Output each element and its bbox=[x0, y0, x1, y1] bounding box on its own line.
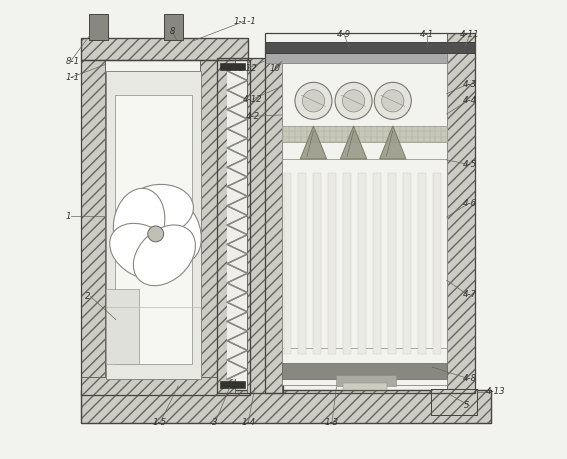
Bar bbox=[447, 34, 475, 392]
Bar bbox=[247, 58, 265, 392]
Text: 5: 5 bbox=[464, 401, 469, 410]
Text: 3: 3 bbox=[213, 418, 218, 427]
Text: 4-8: 4-8 bbox=[463, 374, 476, 383]
Text: 8: 8 bbox=[170, 27, 175, 36]
Bar bbox=[344, 383, 387, 390]
Bar bbox=[265, 51, 282, 392]
Text: 8-1: 8-1 bbox=[65, 56, 79, 66]
Bar bbox=[284, 173, 291, 354]
Bar bbox=[403, 173, 411, 354]
Bar bbox=[81, 60, 251, 395]
Bar bbox=[418, 173, 426, 354]
Text: 1-1: 1-1 bbox=[65, 73, 79, 82]
Text: 4-9: 4-9 bbox=[337, 30, 352, 39]
Bar bbox=[374, 173, 381, 354]
Text: 1-3: 1-3 bbox=[325, 418, 339, 427]
Text: 4-7: 4-7 bbox=[463, 290, 476, 299]
Ellipse shape bbox=[113, 188, 165, 258]
Circle shape bbox=[335, 82, 372, 119]
Ellipse shape bbox=[109, 224, 176, 280]
Bar bbox=[106, 71, 201, 379]
Ellipse shape bbox=[146, 196, 201, 263]
Text: 10: 10 bbox=[269, 64, 280, 73]
Bar bbox=[282, 63, 447, 385]
Bar bbox=[227, 71, 247, 379]
Bar bbox=[314, 173, 321, 354]
Bar bbox=[282, 363, 447, 379]
Circle shape bbox=[148, 226, 164, 242]
Bar bbox=[115, 95, 192, 364]
Bar bbox=[89, 15, 108, 40]
Text: 1-1-1: 1-1-1 bbox=[234, 17, 256, 26]
Polygon shape bbox=[340, 126, 367, 159]
Text: 4-6: 4-6 bbox=[463, 200, 476, 208]
Circle shape bbox=[295, 82, 332, 119]
Text: 2: 2 bbox=[85, 292, 91, 301]
Bar bbox=[217, 58, 282, 392]
Bar bbox=[431, 389, 477, 415]
Bar bbox=[219, 63, 245, 70]
Bar bbox=[265, 42, 475, 53]
Text: 4-5: 4-5 bbox=[463, 160, 476, 169]
Bar bbox=[388, 173, 396, 354]
Text: 4-11: 4-11 bbox=[460, 30, 480, 39]
Polygon shape bbox=[379, 126, 406, 159]
Bar bbox=[265, 52, 447, 63]
Bar bbox=[200, 60, 226, 395]
Circle shape bbox=[342, 90, 365, 112]
Bar bbox=[344, 173, 351, 354]
Bar bbox=[106, 289, 139, 364]
Bar bbox=[81, 390, 490, 423]
Bar bbox=[81, 38, 248, 60]
Text: 4-4: 4-4 bbox=[463, 96, 476, 105]
Circle shape bbox=[374, 82, 411, 119]
Bar bbox=[358, 173, 366, 354]
Text: 4-1: 4-1 bbox=[420, 30, 434, 39]
Ellipse shape bbox=[123, 185, 193, 235]
Bar bbox=[265, 34, 475, 392]
Circle shape bbox=[302, 90, 324, 112]
Bar bbox=[298, 173, 306, 354]
Bar bbox=[431, 389, 477, 415]
Text: 1: 1 bbox=[65, 212, 71, 221]
Bar bbox=[282, 125, 447, 142]
Text: 1-5: 1-5 bbox=[153, 418, 167, 427]
Bar bbox=[336, 375, 396, 386]
Bar bbox=[328, 173, 336, 354]
Text: 1-4: 1-4 bbox=[241, 418, 255, 427]
Bar bbox=[81, 60, 105, 395]
Bar bbox=[219, 381, 245, 388]
Text: 4-12: 4-12 bbox=[243, 95, 263, 104]
Bar bbox=[81, 390, 490, 423]
Text: 4-3: 4-3 bbox=[463, 79, 476, 89]
Text: 1-12: 1-12 bbox=[238, 64, 257, 73]
Polygon shape bbox=[301, 126, 327, 159]
Text: 4-2: 4-2 bbox=[246, 112, 260, 121]
Bar bbox=[433, 173, 441, 354]
Ellipse shape bbox=[133, 225, 196, 285]
Circle shape bbox=[382, 90, 404, 112]
Text: 4-13: 4-13 bbox=[486, 387, 506, 396]
Bar bbox=[164, 15, 183, 40]
Bar bbox=[217, 58, 235, 392]
Bar bbox=[81, 38, 248, 60]
Bar bbox=[81, 377, 226, 395]
